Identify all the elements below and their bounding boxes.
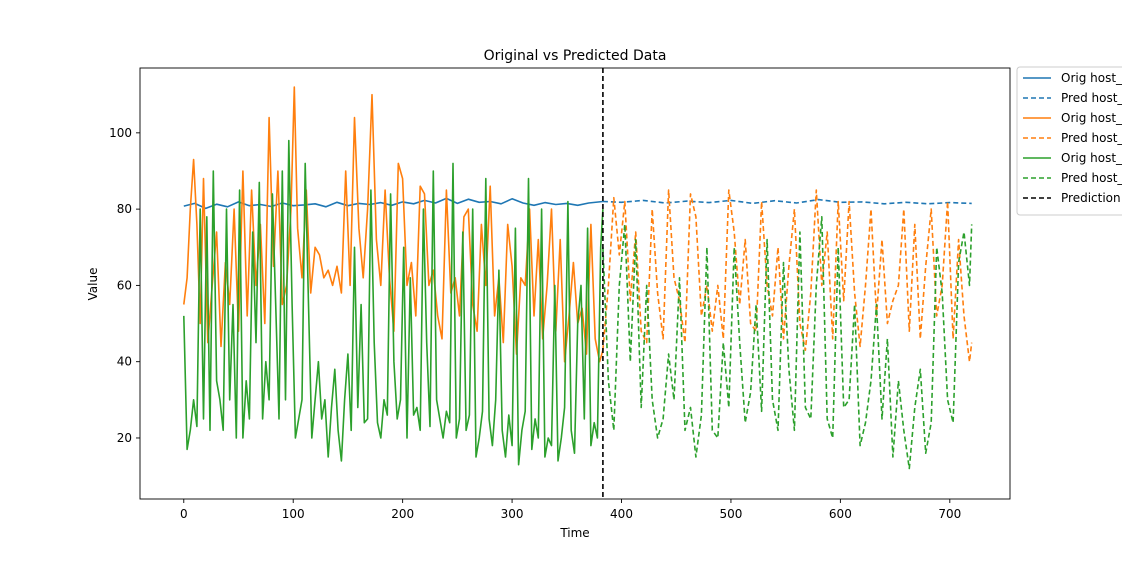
x-tick-label: 700 [938, 507, 961, 521]
legend-label: Prediction [1061, 191, 1121, 205]
x-tick-label: 0 [180, 507, 188, 521]
y-tick-label: 80 [117, 202, 132, 216]
x-axis-label: Time [559, 526, 589, 540]
series-line-2 [602, 198, 972, 205]
y-tick-label: 60 [117, 278, 132, 292]
y-axis-label: Value [86, 268, 100, 301]
series-line-5 [183, 139, 604, 466]
legend-label: Pred host_ [1061, 131, 1122, 145]
x-tick-label: 600 [829, 507, 852, 521]
y-tick-label: 40 [117, 355, 132, 369]
x-tick-label: 200 [391, 507, 414, 521]
x-tick-label: 400 [610, 507, 633, 521]
legend-label: Orig host_ [1061, 151, 1122, 165]
series-line-6 [602, 216, 973, 470]
series-line-4 [602, 189, 973, 363]
plot-frame [139, 67, 1011, 500]
legend: Orig host_ Pred host_ Orig host_ Pred host_… [1016, 66, 1122, 216]
y-tick-label: 20 [117, 431, 132, 445]
legend-label: Orig host_ [1061, 111, 1122, 125]
x-tick-label: 500 [719, 507, 742, 521]
x-tick-label: 100 [282, 507, 305, 521]
legend-label: Orig host_ [1061, 71, 1122, 85]
y-tick-label: 100 [109, 126, 132, 140]
series-line-1 [183, 197, 603, 210]
chart-title: Original vs Predicted Data [484, 48, 667, 64]
legend-label: Pred host_ [1061, 171, 1122, 185]
axes: 0 100 200 300 400 500 600 700 20 40 60 80 100 [109, 67, 1011, 521]
legend-label: Pred host_ [1061, 91, 1122, 105]
plot-area [183, 68, 973, 499]
x-tick-label: 300 [501, 507, 524, 521]
